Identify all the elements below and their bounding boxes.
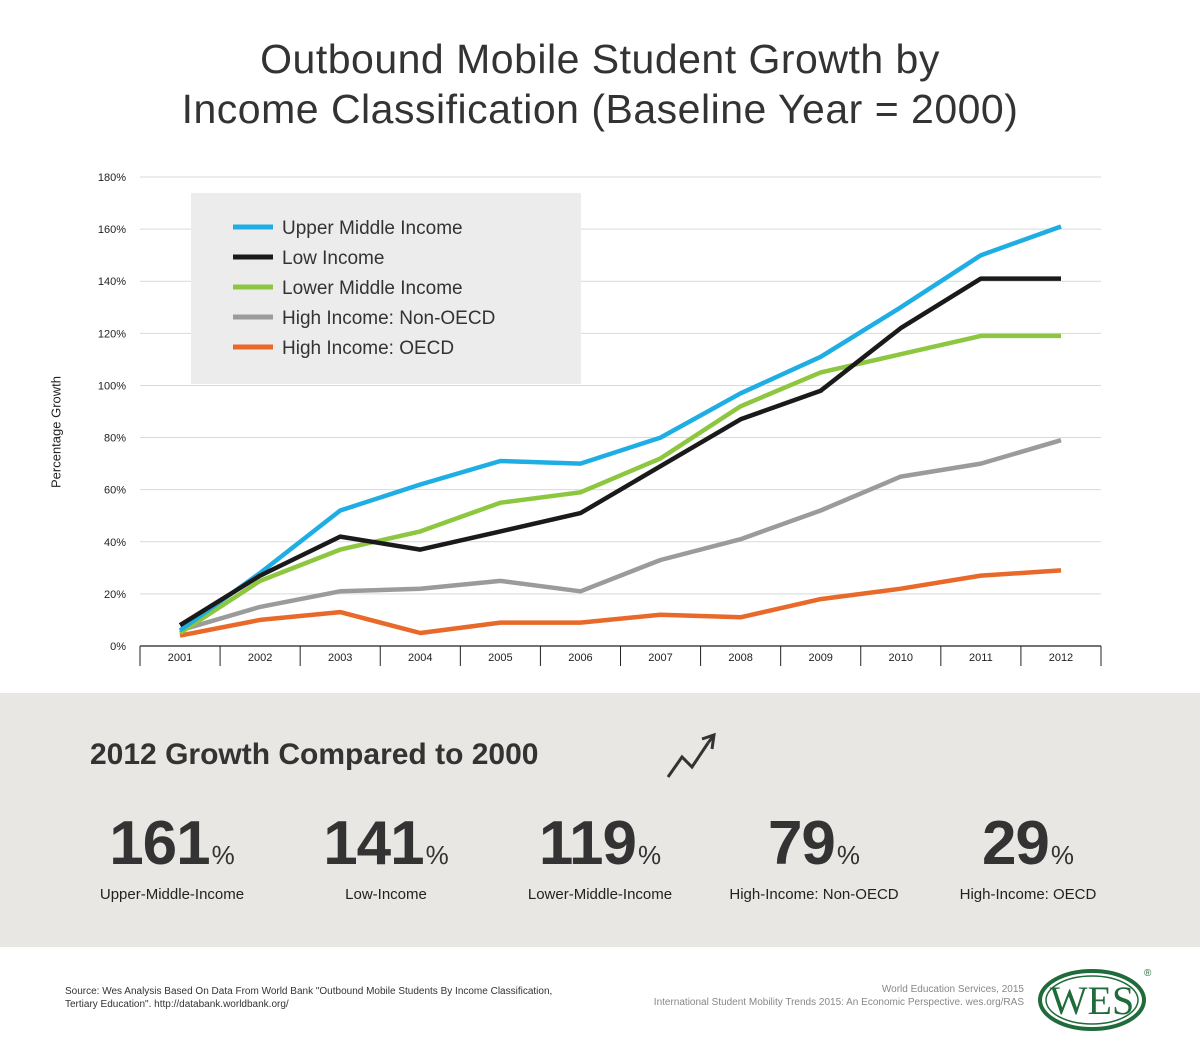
legend-label: High Income: Non-OECD: [282, 308, 495, 329]
y-tick-label: 80%: [104, 433, 126, 445]
credit: World Education Services, 2015 Internati…: [654, 983, 1024, 1009]
stat-label: High-Income: Non-OECD: [729, 886, 899, 903]
stats-title: 2012 Growth Compared to 2000: [90, 738, 539, 771]
y-tick-label: 100%: [98, 380, 126, 392]
stat-value: 161: [109, 809, 210, 878]
stat-label: Upper-Middle-Income: [99, 886, 245, 903]
y-tick-label: 180%: [98, 172, 126, 184]
stat-label: Lower-Middle-Income: [527, 886, 673, 903]
y-tick-label: 0%: [110, 641, 126, 653]
stat-3: 79% High-Income: Non-OECD: [704, 808, 924, 903]
stat-unit: %: [425, 840, 449, 870]
x-tick-label: 2011: [969, 652, 993, 664]
y-tick-label: 120%: [98, 328, 126, 340]
title-line-2: Income Classification (Baseline Year = 2…: [181, 86, 1019, 132]
y-tick-label: 40%: [104, 537, 126, 549]
series-line-1: [178, 276, 1061, 628]
stat-value: 79: [767, 809, 836, 878]
stat-unit: %: [637, 840, 662, 870]
wes-logo: WES ®: [1038, 968, 1152, 1031]
y-axis-label: Percentage Growth: [48, 375, 64, 489]
x-tick-label: 2005: [488, 652, 512, 664]
stat-unit: %: [1050, 840, 1075, 870]
stat-2: 119% Lower-Middle-Income: [490, 808, 710, 903]
logo-mark: ®: [1144, 968, 1152, 979]
stat-label: High-Income: OECD: [959, 886, 1097, 903]
stat-value: 141: [323, 809, 424, 878]
stat-unit: %: [211, 840, 235, 870]
x-tick-label: 2012: [1049, 652, 1073, 664]
legend-label: Low Income: [282, 248, 384, 269]
chart-svg: 0% 20% 40% 60% 80% 100% 120% 140% 160% 180% 2001 20…: [98, 172, 1102, 666]
page-title: Outbound Mobile Student Growth by Income…: [0, 34, 1200, 134]
x-tick-label: 2008: [728, 652, 752, 664]
y-tick-label: 160%: [98, 224, 126, 236]
x-tick-label: 2002: [248, 652, 272, 664]
y-tick-label: 140%: [98, 276, 126, 288]
series-line-4: [179, 568, 1062, 638]
stats-panel: [0, 693, 1200, 947]
stat-1: 141% Low-Income: [276, 808, 496, 903]
series-line-3: [179, 438, 1062, 633]
credit-line-2: International Student Mobility Trends 20…: [653, 997, 1024, 1008]
line-chart: 0% 20% 40% 60% 80% 100% 120% 140% 160% 180% 2001 20…: [0, 160, 1200, 680]
x-tick-label: 2003: [328, 652, 352, 664]
series-line-0: [178, 224, 1062, 633]
legend-label: Upper Middle Income: [282, 218, 463, 239]
x-tick-label: 2009: [808, 652, 832, 664]
logo-text: WES: [1050, 978, 1134, 1023]
stat-label: Low-Income: [345, 886, 427, 903]
title-line-1: Outbound Mobile Student Growth by: [260, 36, 940, 82]
stat-value: 119: [538, 809, 637, 878]
legend-label: Lower Middle Income: [282, 278, 463, 299]
x-tick-label: 2001: [168, 652, 192, 664]
x-tick-label: 2004: [408, 652, 432, 664]
source-note: Source: Wes Analysis Based On Data From …: [65, 986, 553, 1010]
stat-unit: %: [836, 840, 861, 870]
stat-0: 161% Upper-Middle-Income: [62, 808, 282, 903]
x-tick-label: 2010: [889, 652, 913, 664]
y-tick-label: 20%: [104, 589, 126, 601]
x-tick-label: 2007: [648, 652, 672, 664]
series-line-2: [178, 333, 1061, 635]
credit-line-1: World Education Services, 2015: [881, 984, 1024, 995]
legend-label: High Income: OECD: [282, 338, 454, 359]
x-tick-label: 2006: [568, 652, 592, 664]
stat-value: 29: [981, 809, 1050, 878]
stat-4: 29% High-Income: OECD: [918, 808, 1138, 903]
y-tick-label: 60%: [104, 485, 126, 497]
trend-up-icon: [666, 732, 716, 778]
